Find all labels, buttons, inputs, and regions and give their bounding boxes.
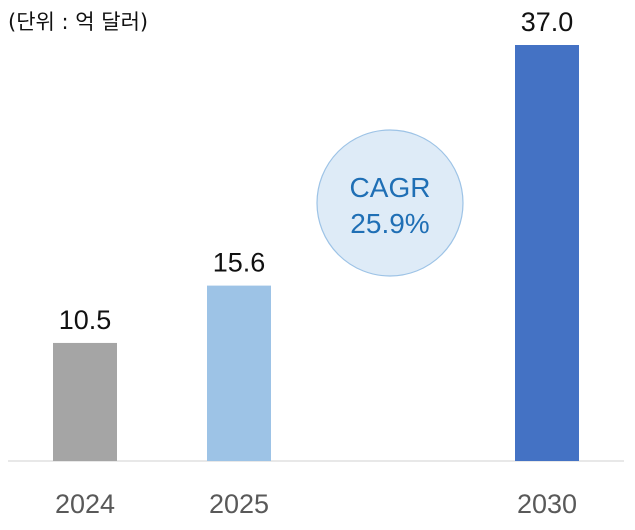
bar-2025: [207, 285, 271, 461]
category-label-2030: 2030: [517, 489, 577, 519]
bar-2024: [53, 342, 117, 461]
cagr-badge: CAGR 25.9%: [316, 129, 464, 277]
bars-layer: 10.5 2024 15.6 2025 37.0 2030: [53, 7, 579, 519]
value-label-2025: 15.6: [213, 248, 266, 278]
value-label-2024: 10.5: [59, 305, 112, 335]
unit-label: (단위 : 억 달러): [8, 10, 149, 34]
value-label-2030: 37.0: [521, 7, 574, 37]
category-label-2025: 2025: [209, 489, 269, 519]
category-label-2024: 2024: [55, 489, 115, 519]
cagr-label: CAGR: [350, 172, 431, 203]
cagr-circle: [316, 129, 464, 277]
cagr-value: 25.9%: [350, 208, 429, 239]
bar-2030: [515, 45, 579, 461]
